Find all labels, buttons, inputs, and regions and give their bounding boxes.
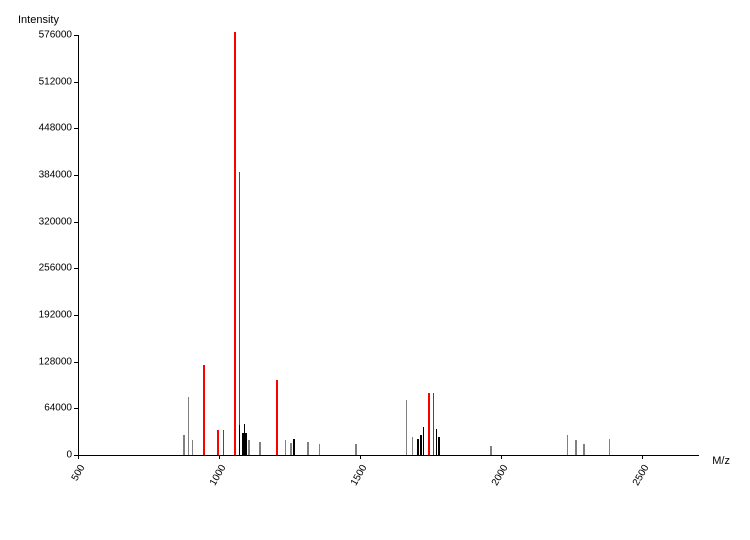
spectrum-peak xyxy=(417,439,419,455)
x-tick-label: 2500 xyxy=(631,463,652,488)
x-tick-label: 1500 xyxy=(349,463,370,488)
spectrum-peak xyxy=(609,439,611,455)
spectrum-peak xyxy=(420,435,422,455)
y-tick-label: 576000 xyxy=(4,30,72,41)
spectrum-peak xyxy=(575,440,577,455)
spectrum-peak xyxy=(223,430,225,455)
spectrum-peak xyxy=(355,444,357,455)
x-tick-mark xyxy=(219,455,220,459)
y-tick-label: 448000 xyxy=(4,123,72,134)
x-tick-label: 1000 xyxy=(208,463,229,488)
spectrum-peak xyxy=(188,397,190,455)
y-tick-label: 384000 xyxy=(4,170,72,181)
x-tick-mark xyxy=(78,455,79,459)
spectrum-peak xyxy=(192,440,194,455)
spectrum-peak xyxy=(183,435,185,455)
spectrum-peak xyxy=(245,433,247,455)
y-tick-label: 512000 xyxy=(4,76,72,87)
x-axis-label: M/z xyxy=(712,455,730,467)
spectrum-peak xyxy=(203,365,205,455)
spectrum-peak xyxy=(319,444,321,455)
spectrum-peak xyxy=(239,172,241,455)
spectrum-peak xyxy=(490,446,492,455)
spectrum-peak xyxy=(217,430,219,455)
spectrum-peak xyxy=(567,435,569,455)
x-tick-label: 2000 xyxy=(490,463,511,488)
spectrum-peak xyxy=(307,442,309,455)
spectrum-peak xyxy=(406,400,408,455)
y-tick-label: 0 xyxy=(4,450,72,461)
plot-area xyxy=(78,35,699,456)
spectrum-peak xyxy=(239,425,241,455)
spectrum-peak xyxy=(433,393,435,455)
spectrum-peak xyxy=(293,439,295,455)
x-tick-mark xyxy=(642,455,643,459)
spectrum-peak xyxy=(248,440,250,455)
x-tick-mark xyxy=(360,455,361,459)
spectrum-peak xyxy=(412,437,414,455)
spectrum-peak xyxy=(438,437,440,455)
spectrum-peak xyxy=(436,429,438,455)
y-tick-label: 256000 xyxy=(4,263,72,274)
chart-container: Intensity 064000128000192000256000320000… xyxy=(0,0,750,540)
y-tick-label: 192000 xyxy=(4,310,72,321)
spectrum-peak xyxy=(583,444,585,455)
spectrum-peak xyxy=(423,427,425,455)
x-tick-mark xyxy=(501,455,502,459)
spectrum-peak xyxy=(428,393,430,455)
x-tick-label: 500 xyxy=(70,463,88,483)
y-tick-label: 128000 xyxy=(4,356,72,367)
y-tick-label: 64000 xyxy=(4,403,72,414)
y-tick-label: 320000 xyxy=(4,216,72,227)
spectrum-peak xyxy=(285,440,287,455)
spectrum-peak xyxy=(259,442,261,455)
spectrum-peak xyxy=(276,380,278,455)
spectrum-peak xyxy=(234,32,236,455)
spectrum-peak xyxy=(290,443,292,455)
y-tick-labels: 0 64000 128000 192000 256000 320000 384000 4480… xyxy=(0,0,72,540)
